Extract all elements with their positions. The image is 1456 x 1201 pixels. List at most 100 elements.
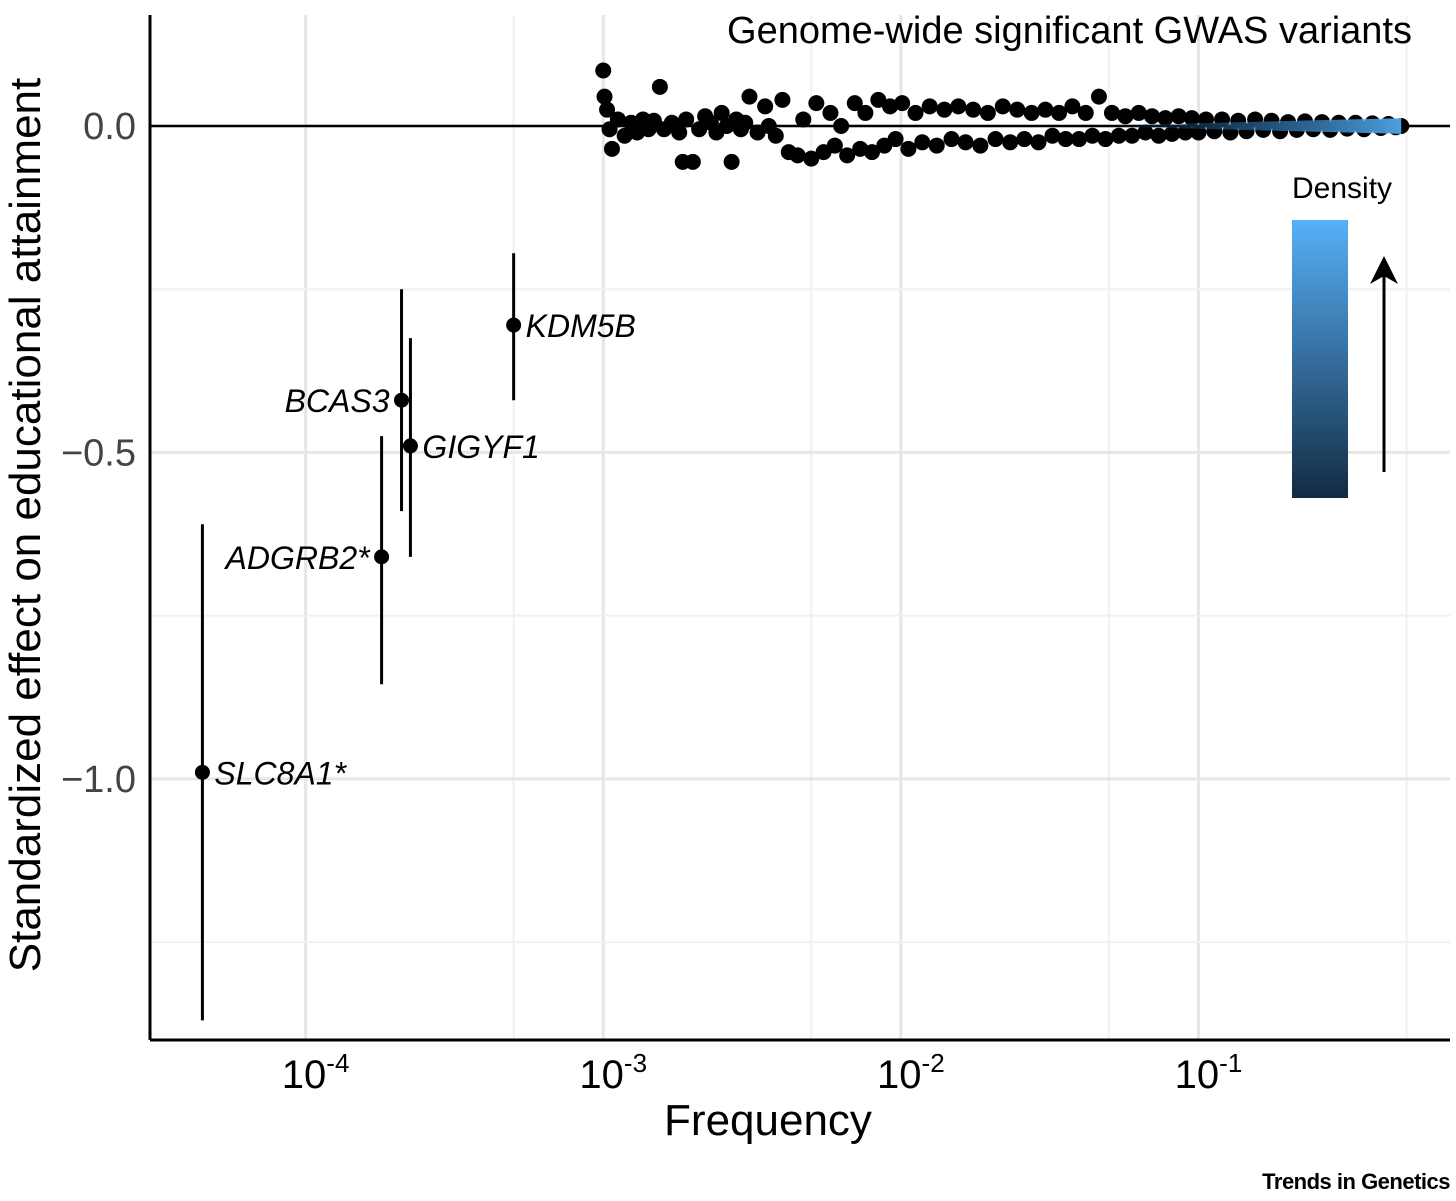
gwas-point <box>741 88 758 105</box>
gwas-point <box>1077 104 1094 121</box>
gwas-point <box>713 104 730 121</box>
gwas-point <box>737 114 754 131</box>
gwas-point <box>839 147 856 164</box>
gwas-point <box>616 127 633 144</box>
gwas-point <box>957 134 974 151</box>
gwas-point <box>789 147 806 164</box>
gwas-point <box>914 134 931 151</box>
density-colorbar <box>1292 220 1348 498</box>
gwas-point <box>684 153 701 170</box>
gwas-point <box>1071 131 1088 148</box>
legend-title: Density <box>1292 172 1392 205</box>
gene-label-KDM5B: KDM5B <box>526 308 636 344</box>
gwas-point <box>1110 127 1127 144</box>
gwas-point <box>678 111 695 128</box>
gwas-points <box>595 62 1410 170</box>
gwas-point <box>1124 127 1141 144</box>
gwas-point <box>723 153 740 170</box>
gwas-point <box>1164 125 1181 142</box>
x-tick-label: 10-3 <box>579 1048 647 1097</box>
gwas-point <box>1023 104 1040 121</box>
gwas-point <box>943 131 960 148</box>
gwas-point <box>603 140 620 157</box>
gwas-point <box>1183 110 1200 127</box>
gwas-point <box>822 104 839 121</box>
gene-labels: KDM5B BCAS3 GIGYF1 ADGRB2* SLC8A1* <box>214 308 635 791</box>
gwas-point <box>987 131 1004 148</box>
density-band <box>1080 118 1402 134</box>
x-tick-label: 10-4 <box>282 1048 350 1097</box>
gwas-point <box>609 111 626 128</box>
gene-point-GIGYF1 <box>402 438 418 454</box>
x-tick-label: 10-1 <box>1175 1048 1243 1097</box>
gene-point-KDM5B <box>506 317 522 333</box>
density-arrow-head-icon <box>1370 256 1398 284</box>
gwas-point <box>900 140 917 157</box>
gwas-point <box>757 98 774 115</box>
gwas-point <box>596 88 613 105</box>
gwas-point <box>1057 131 1074 148</box>
gwas-point <box>870 91 887 108</box>
gene-point-BCAS3 <box>394 392 410 408</box>
gene-label-GIGYF1: GIGYF1 <box>422 429 539 465</box>
gwas-point <box>1157 110 1174 127</box>
chart-title: Genome-wide significant GWAS variants <box>727 10 1412 52</box>
gwas-point <box>774 91 791 108</box>
gwas-point <box>826 137 843 154</box>
axes <box>148 15 1450 1042</box>
y-tick-label: −0.5 <box>61 432 136 474</box>
y-axis-title: Standardized effect on educational attai… <box>1 78 50 972</box>
density-legend: Density <box>1292 172 1398 498</box>
gwas-point <box>767 127 784 144</box>
gene-point-ADGRB2 <box>374 549 390 565</box>
tick-labels: 0.0 −0.5 −1.0 10-4 10-3 10-2 10-1 <box>61 106 1242 1097</box>
gene-point-SLC8A1 <box>194 764 210 780</box>
gene-label-BCAS3: BCAS3 <box>285 383 390 419</box>
grid-lines <box>150 15 1450 1040</box>
gwas-point <box>972 137 989 154</box>
gene-label-ADGRB2: ADGRB2* <box>224 540 372 576</box>
gwas-point <box>1044 127 1061 144</box>
gwas-point <box>965 101 982 118</box>
gwas-point <box>1002 134 1019 151</box>
gwas-point <box>979 104 996 121</box>
gwas-point <box>595 62 612 79</box>
gwas-point <box>1097 131 1114 148</box>
gwas-point <box>857 104 874 121</box>
gwas-point <box>1137 124 1154 141</box>
gwas-point <box>887 131 904 148</box>
density-band-shape <box>1080 118 1402 134</box>
gwas-point <box>1170 108 1187 125</box>
gwas-point <box>921 98 938 115</box>
gwas-point <box>882 98 899 115</box>
gwas-point <box>1051 104 1068 121</box>
gwas-point <box>691 121 708 138</box>
gene-label-SLC8A1: SLC8A1* <box>214 755 347 791</box>
gwas-point <box>795 111 812 128</box>
gwas-point <box>671 124 688 141</box>
gene-points <box>194 317 522 780</box>
gwas-point <box>651 78 668 95</box>
gwas-point <box>936 101 953 118</box>
x-tick-label: 10-2 <box>877 1048 945 1097</box>
gwas-point <box>928 137 945 154</box>
gwas-point <box>846 95 863 112</box>
gwas-point <box>907 104 924 121</box>
gwas-point <box>1090 88 1107 105</box>
gwas-point <box>994 98 1011 115</box>
gwas-point <box>1084 127 1101 144</box>
gwas-point <box>1144 108 1161 125</box>
gwas-point <box>1037 101 1054 118</box>
gwas-point <box>803 150 820 167</box>
error-bars <box>200 253 516 1021</box>
gwas-point <box>864 144 881 161</box>
journal-credit: Trends in Genetics <box>1262 1169 1450 1194</box>
gwas-point <box>808 95 825 112</box>
gwas-point <box>1016 131 1033 148</box>
y-tick-label: −1.0 <box>61 759 136 801</box>
gwas-point <box>833 117 850 134</box>
y-tick-label: 0.0 <box>83 106 136 148</box>
gwas-point <box>1103 104 1120 121</box>
gwas-point <box>1030 134 1047 151</box>
